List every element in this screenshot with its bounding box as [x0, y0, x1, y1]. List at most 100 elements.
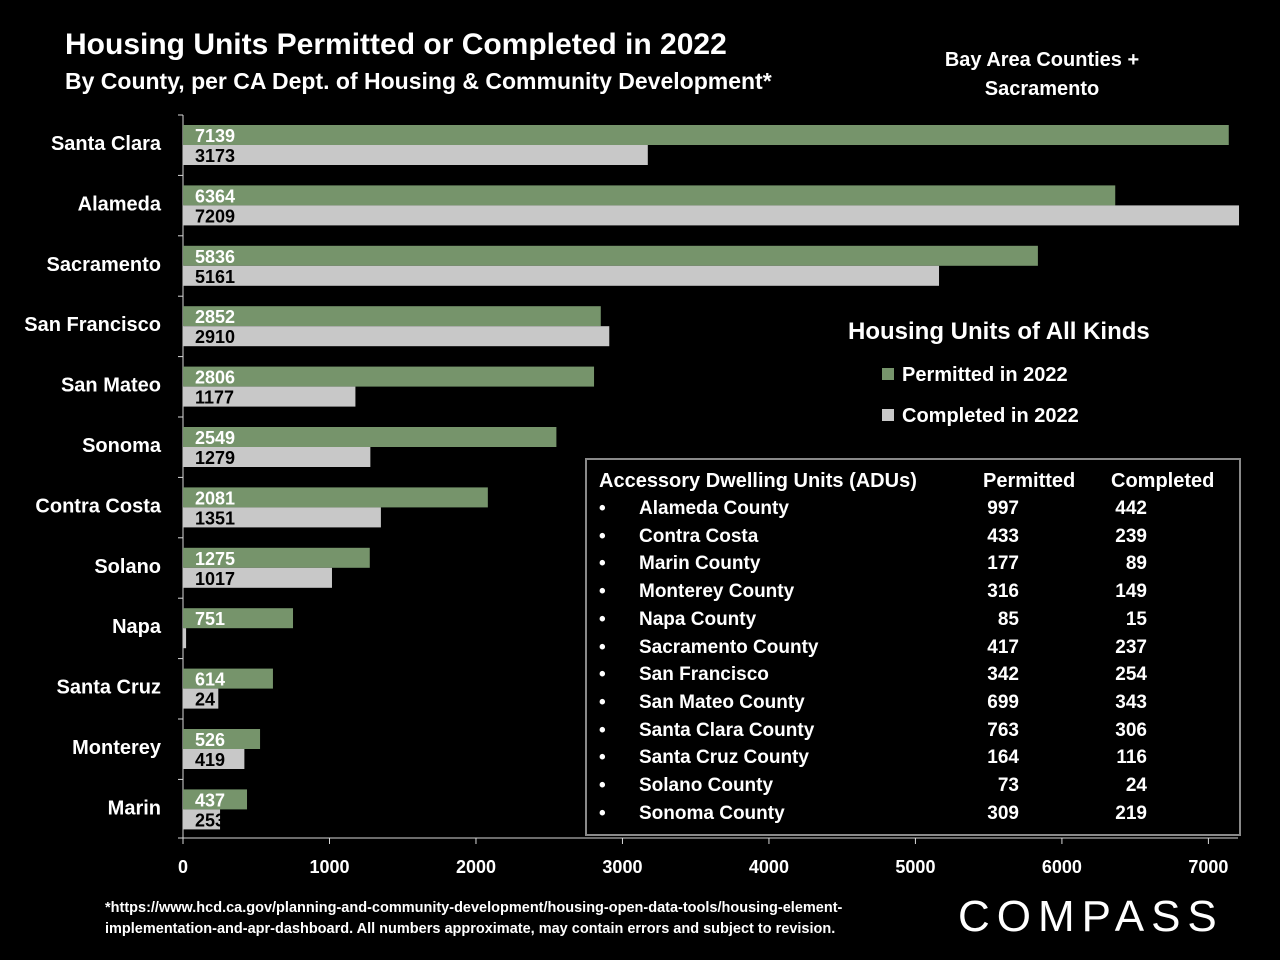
data-label-permitted: 6364 — [195, 186, 235, 206]
data-label-permitted: 526 — [195, 730, 225, 750]
adu-county: Sonoma County — [639, 802, 785, 824]
adu-completed: 15 — [1125, 608, 1147, 630]
data-label-completed: 5161 — [195, 267, 235, 287]
adu-bullet: • — [599, 719, 606, 741]
adu-completed: 306 — [1115, 719, 1147, 741]
adu-table-row: • Sonoma County 309 219 — [587, 803, 1239, 831]
data-label-completed: 24 — [195, 690, 215, 710]
bar-completed — [183, 688, 219, 709]
adu-header-permitted: Permitted — [983, 470, 1076, 492]
data-label-permitted: 2549 — [195, 428, 235, 448]
adu-table-row: • Napa County 85 15 — [587, 609, 1239, 637]
data-label-completed: 1279 — [195, 448, 235, 468]
adu-county: San Francisco — [639, 664, 769, 686]
bar-permitted — [183, 668, 273, 689]
adu-table-row: • Marin County 177 89 — [587, 553, 1239, 581]
region-note: Bay Area Counties + Sacramento — [912, 46, 1172, 104]
adu-permitted: 417 — [987, 636, 1019, 658]
bar-completed — [183, 326, 610, 347]
footnote: *https://www.hcd.ca.gov/planning-and-com… — [105, 898, 945, 940]
bar-completed — [183, 386, 356, 407]
adu-table-row: • Contra Costa 433 239 — [587, 526, 1239, 554]
adu-completed: 343 — [1115, 691, 1147, 713]
legend-item-permitted: Permitted in 2022 — [882, 364, 1068, 387]
bar-permitted — [183, 306, 601, 327]
legend-label-completed: Completed in 2022 — [902, 405, 1079, 427]
data-label-permitted: 2806 — [195, 368, 235, 388]
legend-label-permitted: Permitted in 2022 — [902, 364, 1068, 386]
adu-completed: 442 — [1115, 498, 1147, 519]
category-label: Contra Costa — [35, 495, 161, 517]
adu-completed: 237 — [1115, 636, 1147, 658]
adu-bullet: • — [599, 747, 606, 769]
data-label-completed: 1351 — [195, 508, 235, 528]
adu-completed: 24 — [1125, 775, 1147, 796]
adu-bullet: • — [599, 525, 606, 547]
data-label-permitted: 751 — [195, 609, 225, 629]
adu-bullet: • — [599, 691, 606, 713]
adu-bullet: • — [599, 498, 606, 519]
chart-legend: Housing Units of All Kinds Permitted in … — [848, 318, 1150, 427]
data-label-permitted: 2081 — [195, 488, 235, 508]
data-label-permitted: 614 — [195, 670, 225, 690]
legend-title: Housing Units of All Kinds — [848, 318, 1150, 345]
legend-swatch-permitted — [882, 368, 894, 380]
x-tick-label: 4000 — [749, 857, 789, 877]
footnote-line2: implementation-and-apr-dashboard. All nu… — [105, 921, 836, 937]
adu-county: Santa Cruz County — [639, 747, 809, 769]
adu-permitted: 309 — [987, 802, 1019, 824]
bar-completed — [183, 205, 1240, 226]
adu-table: Accessory Dwelling Units (ADUs) Permitte… — [585, 458, 1241, 836]
category-label: Solano — [94, 556, 161, 578]
bar-permitted — [183, 487, 488, 508]
bar-completed — [183, 628, 187, 649]
page-title: Housing Units Permitted or Completed in … — [65, 28, 727, 61]
category-label: Santa Clara — [51, 133, 162, 155]
category-label: Monterey — [72, 737, 162, 759]
x-tick-label: 0 — [178, 857, 188, 877]
data-label-completed: 419 — [195, 750, 225, 770]
x-tick-label: 1000 — [309, 857, 349, 877]
adu-table-row: • Alameda County 997 442 — [587, 498, 1239, 526]
data-label-completed: 1017 — [195, 569, 235, 589]
adu-bullet: • — [599, 664, 606, 686]
bar-completed — [183, 145, 648, 165]
region-note-line1: Bay Area Counties + — [944, 49, 1140, 71]
bar-permitted — [183, 789, 248, 810]
adu-county: Contra Costa — [639, 525, 759, 547]
data-label-permitted: 7139 — [195, 126, 235, 146]
bar-completed — [183, 749, 245, 769]
adu-permitted: 699 — [987, 691, 1019, 713]
category-label: Alameda — [78, 193, 162, 215]
adu-table-row: • Santa Clara County 763 306 — [587, 720, 1239, 748]
bar-completed — [183, 447, 371, 467]
category-label: Sonoma — [82, 435, 162, 457]
adu-county: San Mateo County — [639, 691, 805, 713]
adu-header-name: Accessory Dwelling Units (ADUs) — [599, 470, 917, 492]
data-label-permitted: 437 — [195, 790, 225, 810]
adu-permitted: 342 — [987, 664, 1019, 686]
bar-permitted — [183, 125, 1229, 145]
bar-completed — [183, 567, 332, 588]
bar-permitted — [183, 245, 1038, 266]
category-label: San Francisco — [24, 314, 161, 336]
adu-completed: 239 — [1115, 525, 1147, 547]
x-tick-label: 2000 — [456, 857, 496, 877]
x-tick-label: 3000 — [602, 857, 642, 877]
adu-header-completed: Completed — [1111, 470, 1215, 492]
adu-county: Napa County — [639, 608, 757, 630]
x-tick-label: 6000 — [1042, 857, 1082, 877]
adu-bullet: • — [599, 581, 606, 603]
adu-completed: 116 — [1116, 747, 1147, 769]
adu-bullet: • — [599, 608, 606, 630]
adu-permitted: 997 — [987, 498, 1019, 519]
data-label-permitted: 2852 — [195, 307, 235, 327]
adu-table-row: • San Francisco 342 254 — [587, 664, 1239, 692]
adu-completed: 219 — [1115, 802, 1147, 824]
adu-permitted: 85 — [997, 608, 1019, 630]
adu-bullet: • — [599, 802, 606, 824]
data-label-permitted: 1275 — [195, 549, 235, 569]
category-label: Napa — [112, 616, 162, 638]
x-tick-label: 7000 — [1188, 857, 1228, 877]
